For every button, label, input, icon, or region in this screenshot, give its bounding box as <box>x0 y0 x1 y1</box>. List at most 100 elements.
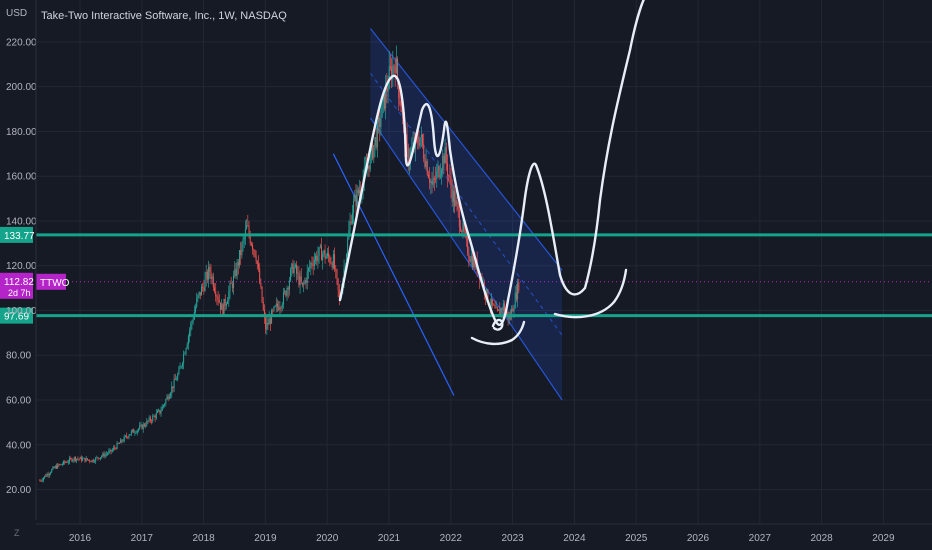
candle-body <box>450 176 452 189</box>
candle-body <box>513 308 515 312</box>
candle-body <box>248 225 250 235</box>
freehand-stroke[interactable] <box>470 320 526 346</box>
candle-body <box>293 266 295 273</box>
candle-body <box>435 178 437 180</box>
candle-body <box>229 283 231 292</box>
last-price-badge[interactable] <box>0 272 33 299</box>
candle-body <box>128 435 130 438</box>
candle-body <box>72 459 74 462</box>
candle-body <box>159 409 161 414</box>
candle-body <box>399 98 401 104</box>
candle-body <box>198 291 200 296</box>
candle-body <box>240 250 242 256</box>
channel-median-line[interactable] <box>370 72 563 336</box>
candle-body <box>432 178 434 185</box>
x-tick-label: 2028 <box>810 533 833 544</box>
candle-body <box>192 319 194 322</box>
candle-body <box>332 254 334 268</box>
candle-body <box>86 458 88 460</box>
candle-body <box>406 134 408 147</box>
price-axis[interactable]: 220.00 200.00 180.00 160.00 140.00 120.00 100.… <box>6 0 37 520</box>
candles-series <box>39 45 520 483</box>
candle-body <box>50 472 52 474</box>
candle-body <box>235 269 237 277</box>
candle-body <box>160 410 162 414</box>
candle-body <box>298 272 300 286</box>
candle-body <box>425 161 427 167</box>
freehand-stroke[interactable] <box>553 268 628 319</box>
candle-body <box>83 457 85 459</box>
candle-body <box>316 255 318 262</box>
y-tick-label: 40.00 <box>6 440 31 451</box>
candle-body <box>129 434 131 436</box>
candle-body <box>301 282 303 285</box>
candle-body <box>446 163 448 176</box>
candle-body <box>221 304 223 310</box>
candle-body <box>275 303 277 307</box>
candle-body <box>334 254 336 270</box>
candle-body <box>107 453 109 455</box>
time-axis[interactable]: 2016 2017 2018 2019 2020 2021 2022 2023 2024 2025… <box>36 523 932 544</box>
candle-body <box>443 155 445 164</box>
level-price-badge[interactable] <box>0 226 33 243</box>
candle-body <box>292 263 294 273</box>
candle-body <box>236 262 238 277</box>
candle-body <box>471 256 473 268</box>
candle-body <box>260 282 262 287</box>
candle-body <box>369 151 371 170</box>
parallel-trend-line[interactable] <box>332 153 455 396</box>
candle-body <box>103 453 105 457</box>
candle-body <box>46 474 48 477</box>
candle-body <box>452 191 454 202</box>
candle-body <box>344 266 346 268</box>
channel-upper-line[interactable] <box>369 28 563 271</box>
candle-body <box>121 439 123 442</box>
candle-body <box>110 449 112 452</box>
candle-body <box>111 449 113 452</box>
candle-body <box>331 263 333 268</box>
symbol-badge[interactable] <box>36 273 66 290</box>
candle-body <box>325 256 327 259</box>
candle-body <box>258 263 260 269</box>
candle-body <box>263 309 265 318</box>
candle-body <box>353 200 355 213</box>
level-price-badge[interactable] <box>0 307 33 324</box>
y-tick-label: 60.00 <box>6 396 31 407</box>
candle-body <box>380 117 382 128</box>
candle-body <box>139 425 141 429</box>
candle-body <box>319 245 321 248</box>
candle-body <box>451 188 453 202</box>
candle-body <box>274 306 276 307</box>
candle-body <box>508 316 510 320</box>
y-tick-label: 100.00 <box>6 306 37 317</box>
candle-body <box>457 204 459 210</box>
candle-body <box>195 306 197 313</box>
regression-channel[interactable] <box>332 28 563 401</box>
candle-body <box>187 336 189 345</box>
candle-body <box>438 166 440 178</box>
channel-lower-line[interactable] <box>369 117 563 401</box>
candle-body <box>82 458 84 461</box>
candle-body <box>227 301 229 304</box>
candle-body <box>300 276 302 283</box>
hand-drawn-projection[interactable] <box>338 0 646 346</box>
candle-body <box>500 308 502 315</box>
y-tick-label: 160.00 <box>6 172 37 183</box>
candle-body <box>136 430 138 433</box>
candle-body <box>170 393 172 397</box>
freehand-stroke[interactable] <box>338 0 646 326</box>
candle-body <box>244 229 246 238</box>
candle-body <box>168 396 170 399</box>
currency-label: USD <box>6 8 28 19</box>
candle-body <box>386 86 388 92</box>
freehand-stroke[interactable] <box>491 318 504 331</box>
candle-body <box>401 112 403 113</box>
candle-body <box>61 464 63 465</box>
candle-body <box>393 65 395 67</box>
candle-body <box>242 239 244 244</box>
candle-body <box>385 86 387 109</box>
candle-body <box>515 292 517 300</box>
candle-body <box>214 287 216 292</box>
